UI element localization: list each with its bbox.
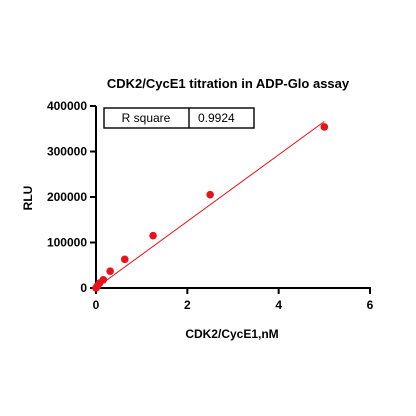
data-point [149,231,157,240]
data-point [320,123,329,131]
linear-fit-line [95,121,325,289]
x-tick-label: 6 [367,298,374,312]
y-axis-label: RLU [21,186,35,211]
r-square-box: R square 0.9924 [103,107,255,129]
y-tick-label: 100000 [47,236,87,250]
r-square-box-frame [103,107,255,129]
r-square-value: 0.9924 [198,111,235,125]
data-points [92,123,329,292]
y-tick-label: 200000 [47,190,87,204]
ticks: 0 2 4 6 0 100000 200000 300000 400000 [47,99,374,312]
x-axis-label: CDK2/CycE1,nM [185,327,278,341]
data-point [206,190,214,199]
fit-line-group [95,121,325,289]
chart-title: CDK2/CycE1 titration in ADP-Glo assay [107,76,350,91]
y-tick-label: 0 [80,281,87,295]
r-square-label: R square [122,111,171,125]
x-tick-label: 2 [184,298,191,312]
y-tick-label: 400000 [47,99,87,113]
x-tick-label: 4 [275,298,282,312]
data-point [106,267,114,275]
axes [95,106,371,289]
y-tick-label: 300000 [47,145,87,159]
data-point [99,276,108,284]
x-tick-label: 0 [93,298,100,312]
data-point [120,255,129,264]
